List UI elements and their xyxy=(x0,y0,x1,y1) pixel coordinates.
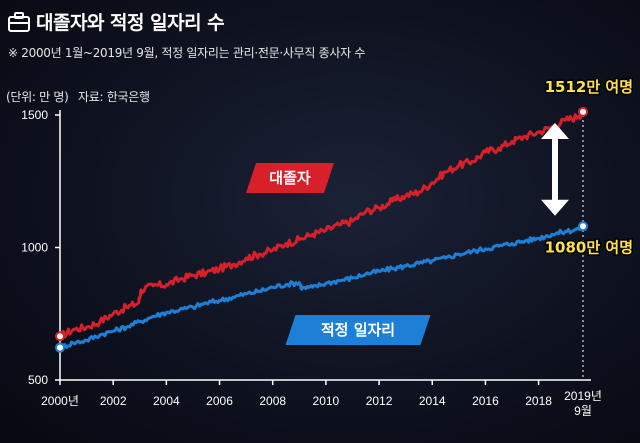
series-line-jobs xyxy=(59,224,584,351)
x-tick-label: 2004 xyxy=(153,394,180,408)
x-tick-label: 2016 xyxy=(472,394,499,408)
series-tag-grads-label: 대졸자 xyxy=(269,169,311,187)
x-tick-label: 2008 xyxy=(259,394,286,408)
unit-label: (단위: 만 명) xyxy=(6,90,69,104)
x-tick-label: 2012 xyxy=(366,394,393,408)
series-start-point xyxy=(55,342,65,353)
series-start-point xyxy=(55,331,65,342)
x-tick-label: 2018 xyxy=(525,394,552,408)
series-line-grads xyxy=(58,108,585,339)
y-tick-label: 1000 xyxy=(21,241,48,255)
title-row: 대졸자와 적정 일자리 수 xyxy=(8,8,225,35)
grads-end-value: 1512만 여명 xyxy=(545,78,633,96)
y-tick-label: 500 xyxy=(28,373,48,387)
chart-title: 대졸자와 적정 일자리 수 xyxy=(36,12,225,34)
x-tick-label: 2019년 xyxy=(564,389,602,403)
source-label: 자료: 한국은행 xyxy=(78,90,150,104)
x-tick-label: 2014 xyxy=(419,394,446,408)
x-tick-label: 9월 xyxy=(574,404,592,418)
series-end-point xyxy=(578,221,588,232)
x-tick-label: 2002 xyxy=(100,394,127,408)
gap-arrow-head-up xyxy=(541,122,569,139)
x-tick-label: 2010 xyxy=(313,394,340,408)
jobs-end-value: 1080만 여명 xyxy=(545,238,633,256)
series-tag-jobs-box xyxy=(285,315,431,345)
series-tag-grads-box xyxy=(246,163,334,193)
briefcase-icon xyxy=(8,11,30,32)
x-tick-label: 2006 xyxy=(206,394,233,408)
gap-arrow-head-down xyxy=(541,199,569,216)
x-tick-label: 2000년 xyxy=(41,394,79,408)
series-end-point xyxy=(578,106,588,117)
series-tag-jobs-label: 적정 일자리 xyxy=(321,321,395,339)
chart-meta: (단위: 만 명) 자료: 한국은행 xyxy=(6,88,156,105)
y-tick-label: 1500 xyxy=(21,108,48,122)
chart-subtitle: ※ 2000년 1월~2019년 9월, 적정 일자리는 관리·전문·사무직 종… xyxy=(8,46,366,60)
